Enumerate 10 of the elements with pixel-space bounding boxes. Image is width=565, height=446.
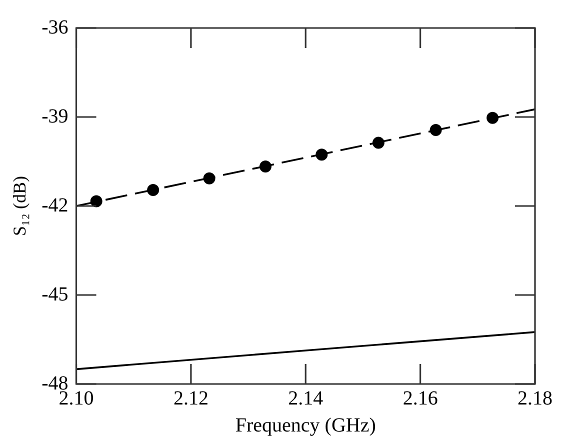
y-tick-label: -39	[42, 105, 68, 128]
y-tick-label: -42	[42, 194, 68, 216]
x-tick-label: 2.16	[402, 387, 438, 410]
x-tick-label: 2.14	[288, 387, 324, 410]
y-tick-label: -36	[42, 16, 68, 38]
x-axis-title: Frequency (GHz)	[235, 414, 376, 436]
x-tick-label: 2.18	[518, 387, 552, 410]
x-tick-label: 2.12	[173, 387, 208, 410]
y-axis-title: S₁₂ (dB)	[10, 176, 30, 236]
y-tick-label: -45	[42, 283, 68, 306]
